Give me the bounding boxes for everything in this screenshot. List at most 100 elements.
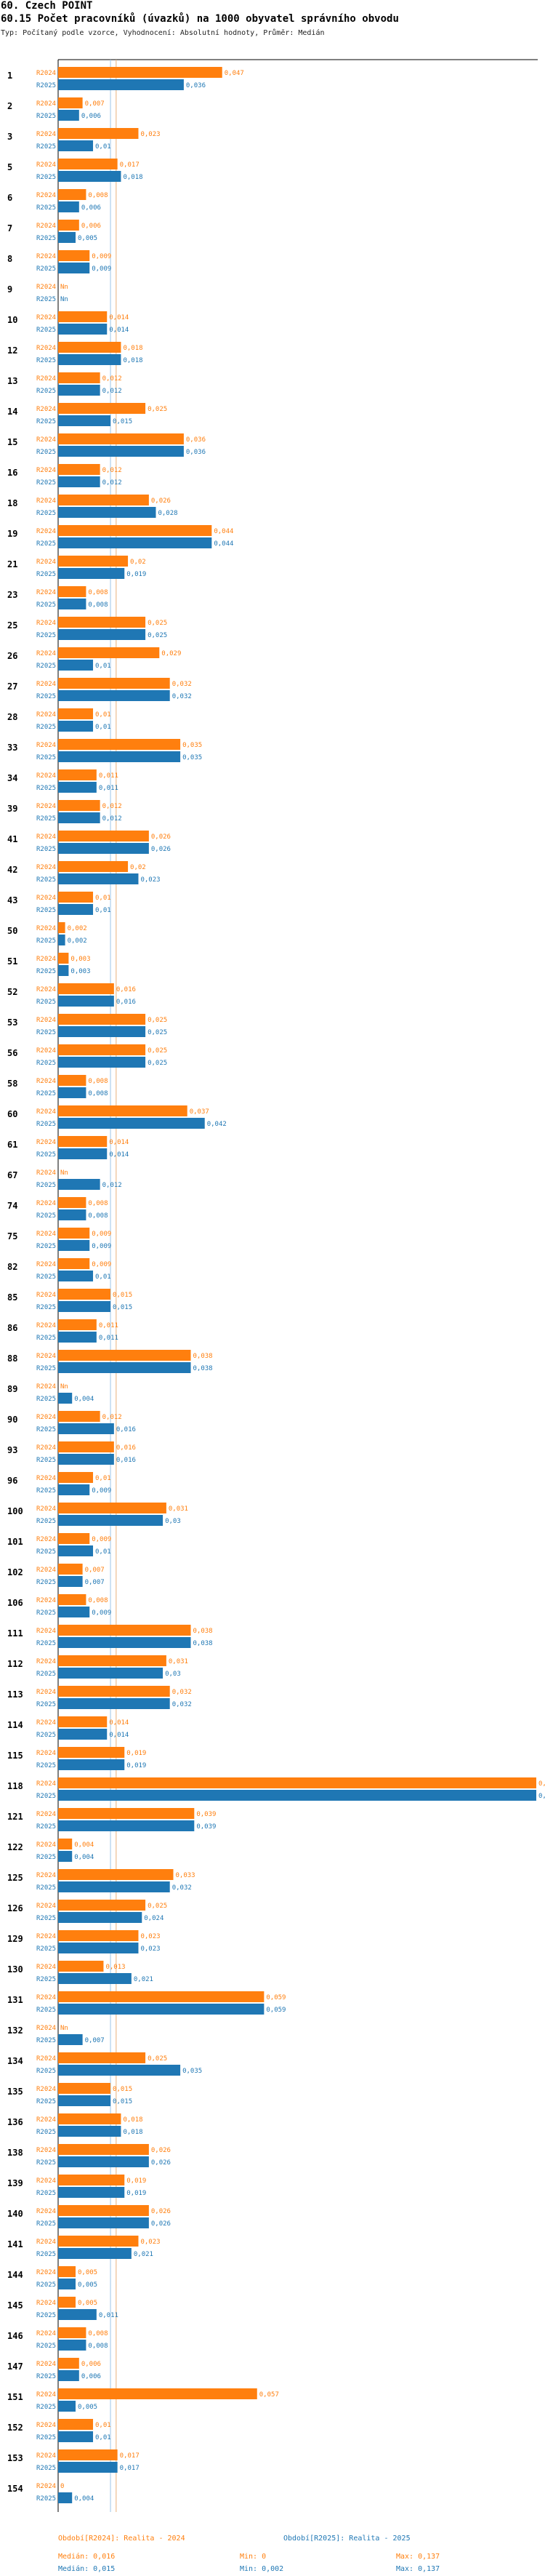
bar-2024 (58, 739, 181, 750)
category-label: 138 (7, 2148, 23, 2158)
value-label-2024: 0,015 (113, 2086, 132, 2093)
bar-2024 (58, 922, 65, 933)
series-label-2024: R2024 (36, 2208, 56, 2215)
series-label-2024: R2024 (36, 2452, 56, 2460)
category-label: 93 (7, 1445, 17, 1455)
value-label-2024: 0,033 (175, 1872, 195, 1879)
bar-2025 (58, 446, 184, 457)
series-label-2025: R2025 (36, 2281, 56, 2289)
series-label-2024: R2024 (36, 100, 56, 108)
category-label: 67 (7, 1170, 17, 1180)
value-label-2024: 0,009 (92, 253, 111, 260)
category-label: 90 (7, 1415, 17, 1425)
value-label-2025: 0,016 (116, 999, 136, 1006)
category-label: 146 (7, 2331, 23, 2341)
series-label-2025: R2025 (36, 1640, 56, 1647)
value-label-2024: 0,008 (88, 589, 108, 596)
series-label-2024: R2024 (36, 925, 56, 932)
value-label-2024: 0,036 (186, 436, 206, 444)
bar-2025 (58, 1973, 132, 1984)
bar-2025 (58, 1301, 111, 1312)
bar-2025 (58, 1393, 73, 1404)
bar-2024 (58, 2144, 149, 2155)
category-label: 28 (7, 712, 17, 722)
value-label-2025: 0,01 (95, 143, 111, 151)
series-label-2024: R2024 (36, 284, 56, 291)
value-label-2025: 0,036 (186, 449, 206, 456)
value-label-2024: 0,012 (102, 375, 122, 383)
series-label-2025: R2025 (36, 82, 56, 89)
bar-2024 (58, 892, 94, 903)
bar-2024 (58, 372, 100, 383)
bar-2025 (58, 263, 90, 273)
bar-2025 (58, 1790, 536, 1801)
bar-2025 (58, 110, 79, 121)
value-label-2025: 0,014 (109, 327, 129, 334)
bar-2024 (58, 1014, 146, 1025)
bar-2025 (58, 2034, 83, 2045)
series-label-2025: R2025 (36, 2495, 56, 2503)
series-label-2024: R2024 (36, 2391, 56, 2399)
bar-2024 (58, 1930, 139, 1941)
value-label-2025: 0,019 (126, 571, 146, 578)
value-label-2024: 0,002 (68, 925, 87, 932)
series-label-2024: R2024 (36, 1597, 56, 1604)
bar-2025 (58, 1209, 86, 1220)
value-label-2025: 0,019 (126, 1762, 146, 1769)
value-label-2024: 0,01 (95, 1475, 111, 1482)
category-label: 153 (7, 2453, 23, 2463)
bar-2025 (58, 2462, 118, 2473)
category-label: 151 (7, 2392, 23, 2402)
bar-2024 (58, 311, 108, 322)
series-label-2025: R2025 (36, 2098, 56, 2105)
value-label-2024: 0,016 (116, 1444, 136, 1452)
bar-2024 (58, 495, 149, 505)
bar-2025 (58, 1454, 114, 1465)
value-label-2025: 0,026 (151, 846, 171, 853)
bar-2025 (58, 507, 156, 518)
series-label-2024: R2024 (36, 70, 56, 77)
series-label-2025: R2025 (36, 1182, 56, 1189)
value-label-2025: 0,032 (172, 1701, 192, 1708)
bar-2025 (58, 2309, 97, 2320)
value-label-2025: 0,005 (78, 2404, 97, 2411)
category-label: 96 (7, 1476, 17, 1486)
series-label-2025: R2025 (36, 2129, 56, 2136)
value-label-2024: 0,008 (88, 1200, 108, 1207)
value-label-2025: 0,009 (92, 1243, 111, 1250)
series-label-2025: R2025 (36, 846, 56, 853)
series-label-2025: R2025 (36, 1854, 56, 1861)
bar-2024 (58, 556, 129, 567)
series-label-2024: R2024 (36, 2300, 56, 2307)
series-label-2025: R2025 (36, 1426, 56, 1433)
bar-2024 (58, 1228, 90, 1239)
value-label-2025: 0,044 (214, 540, 233, 548)
category-label: 134 (7, 2056, 23, 2066)
value-label-2024: Nn (60, 1383, 68, 1391)
series-label-2025: R2025 (36, 2404, 56, 2411)
value-label-2025: 0,012 (102, 479, 122, 487)
series-label-2024: R2024 (36, 1903, 56, 1910)
category-label: 144 (7, 2270, 23, 2280)
category-label: 102 (7, 1567, 23, 1577)
bar-2025 (58, 2492, 73, 2503)
bar-2024 (58, 128, 139, 139)
bar-2024 (58, 2266, 76, 2277)
value-label-2025: 0,002 (68, 937, 87, 945)
category-label: 39 (7, 804, 17, 814)
category-label: 3 (7, 132, 12, 142)
category-label: 111 (7, 1628, 23, 1639)
value-label-2024: 0,012 (102, 803, 122, 810)
category-label: 26 (7, 651, 17, 661)
value-label-2025: 0,004 (74, 2495, 94, 2503)
series-label-2025: R2025 (36, 1243, 56, 1250)
value-label-2024: 0,038 (193, 1353, 213, 1360)
bar-2024 (58, 708, 94, 719)
value-label-2024: 0,019 (126, 2177, 146, 2185)
bar-2024 (58, 1258, 90, 1269)
value-label-2024: 0,025 (148, 1903, 167, 1910)
series-label-2025: R2025 (36, 2037, 56, 2044)
legend-2024-min: Min: 0 (240, 2553, 267, 2561)
bar-2024 (58, 1075, 86, 1086)
category-label: 12 (7, 345, 17, 356)
